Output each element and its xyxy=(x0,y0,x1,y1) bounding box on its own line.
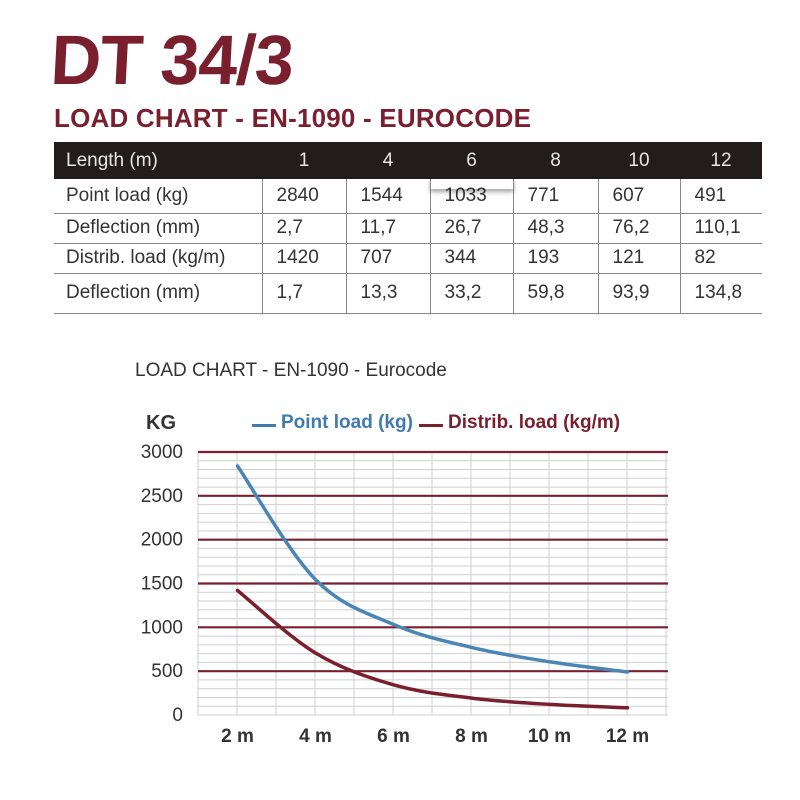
svg-text:8 m: 8 m xyxy=(455,726,488,747)
svg-text:4 m: 4 m xyxy=(299,726,332,747)
svg-text:0: 0 xyxy=(172,705,183,726)
svg-text:1000: 1000 xyxy=(141,617,183,638)
svg-text:6 m: 6 m xyxy=(377,726,410,747)
svg-text:2 m: 2 m xyxy=(221,726,254,747)
svg-text:1500: 1500 xyxy=(141,574,183,595)
svg-text:3000: 3000 xyxy=(141,442,183,463)
svg-text:2000: 2000 xyxy=(141,530,183,551)
svg-text:12 m: 12 m xyxy=(606,726,649,747)
svg-text:500: 500 xyxy=(151,661,183,682)
svg-text:10 m: 10 m xyxy=(528,726,571,747)
svg-text:2500: 2500 xyxy=(141,486,183,507)
